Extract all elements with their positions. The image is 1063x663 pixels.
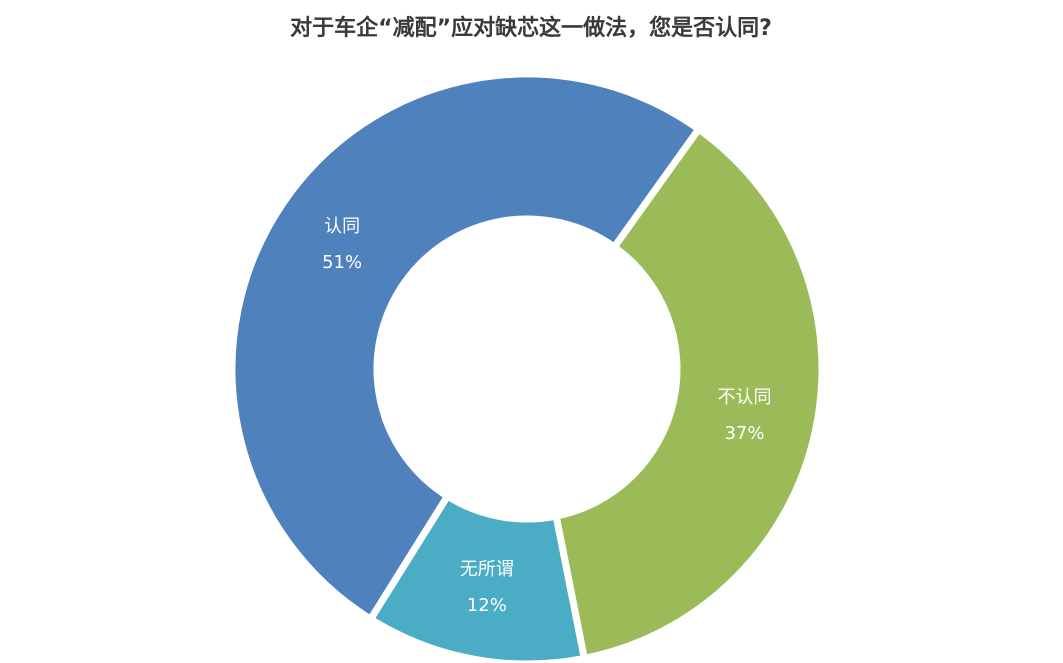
slice-category-label: 不认同 xyxy=(717,387,771,408)
slice-value-label: 37% xyxy=(724,423,764,444)
donut-slice xyxy=(228,70,704,625)
donut-slice xyxy=(552,124,826,663)
slice-value-label: 12% xyxy=(467,595,507,616)
slice-category-label: 无所谓 xyxy=(460,559,514,580)
slice-value-label: 51% xyxy=(322,252,362,273)
chart-title: 对于车企“减配”应对缺芯这一做法，您是否认同? xyxy=(290,15,772,41)
slice-category-label: 认同 xyxy=(324,216,360,237)
donut-slice xyxy=(365,491,589,663)
